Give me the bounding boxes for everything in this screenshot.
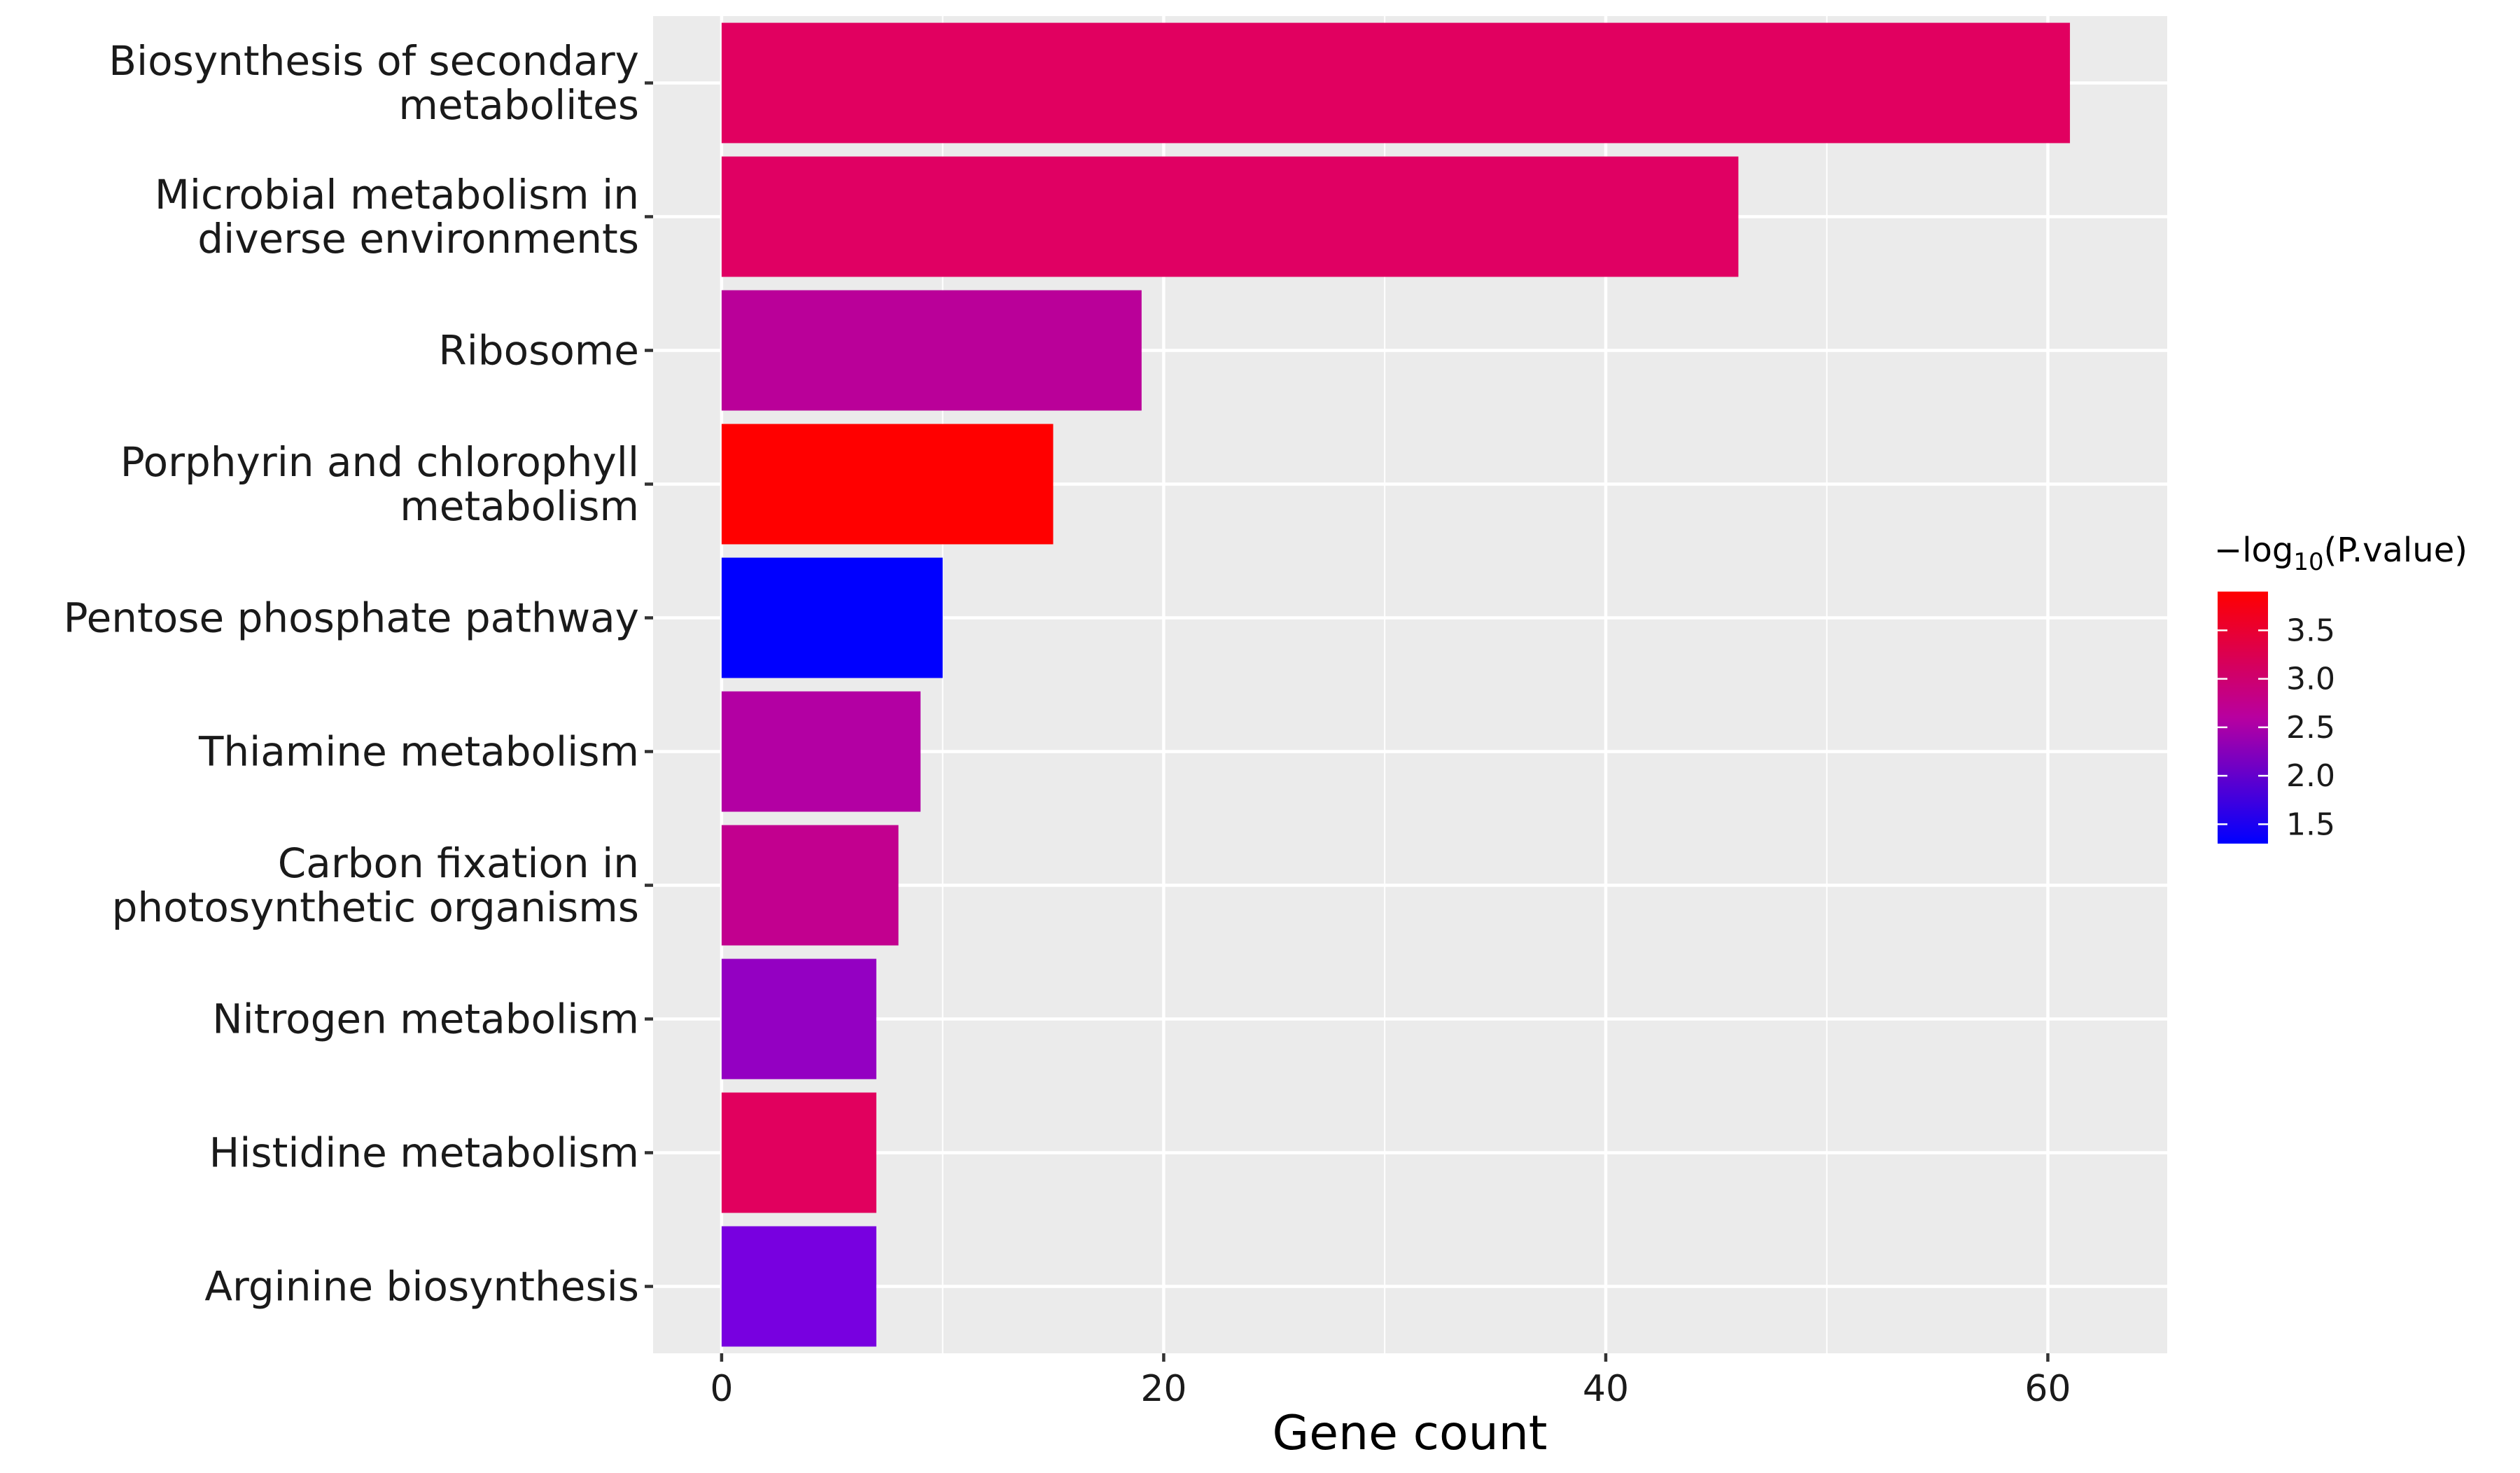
legend-tick-label: 3.0 [2286, 662, 2335, 697]
bar [721, 424, 1054, 545]
bars [721, 22, 2071, 1347]
bar [721, 1092, 876, 1213]
legend-tick-label: 1.5 [2286, 807, 2335, 842]
y-tick-label: Porphyrin and chlorophyll metabolism [120, 438, 639, 530]
bar [721, 691, 921, 812]
y-tick-label: Biosynthesis of secondary metabolites [108, 37, 639, 129]
x-tick-label: 20 [1140, 1368, 1186, 1410]
x-tick-label: 60 [2024, 1368, 2071, 1410]
legend-tick-label: 2.0 [2286, 758, 2335, 794]
x-tick-label: 40 [1583, 1368, 1629, 1410]
legend-title-subscript: 10 [2293, 548, 2323, 576]
bar [721, 1226, 876, 1347]
bar [721, 290, 1142, 411]
y-tick-label: Arginine biosynthesis [204, 1263, 639, 1311]
bar [721, 958, 876, 1080]
bar [721, 22, 2071, 144]
color-legend: −log10(P.value) 1.5 2.0 2.5 3.0 3.5 [2214, 531, 2468, 844]
legend-title: −log10(P.value) [2214, 531, 2468, 576]
legend-colorbar [2218, 592, 2268, 844]
y-tick-label: Nitrogen metabolism [212, 996, 639, 1043]
y-axis: Biosynthesis of secondary metabolites Micr… [64, 37, 653, 1311]
y-tick-label: Pentose phosphate pathway [64, 594, 639, 642]
bar [721, 156, 1739, 277]
y-tick-label: Histidine metabolism [209, 1129, 639, 1177]
y-tick-label: Carbon fixation in photosynthetic organis… [112, 839, 639, 931]
x-axis-title: Gene count [1273, 1406, 1548, 1461]
y-tick-label: Ribosome [438, 327, 639, 375]
legend-title-suffix: (P.value) [2324, 531, 2468, 570]
legend-tick-label: 3.5 [2286, 613, 2335, 648]
x-axis: 0 20 40 60 [710, 1353, 2071, 1410]
legend-tick-label: 2.5 [2286, 710, 2335, 746]
x-tick-label: 0 [710, 1368, 733, 1410]
y-tick-label: Thiamine metabolism [198, 728, 639, 776]
bar [721, 825, 899, 946]
y-tick-label: Microbial metabolism in diverse environme… [155, 171, 639, 263]
legend-title-prefix: −log [2214, 531, 2293, 570]
bar [721, 557, 943, 678]
